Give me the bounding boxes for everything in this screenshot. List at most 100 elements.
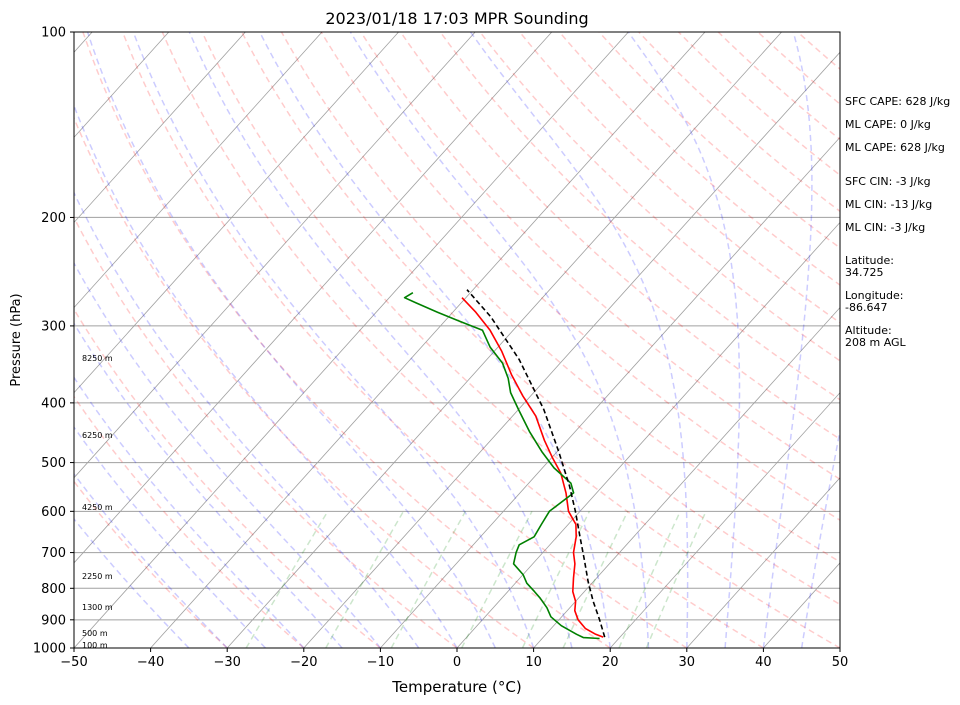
mixing-ratio-line bbox=[562, 510, 629, 648]
isotherm bbox=[609, 392, 840, 648]
dry-adiabat bbox=[519, 32, 840, 324]
height-label: 8250 m bbox=[82, 354, 113, 363]
moist-adiabat bbox=[74, 425, 267, 648]
dry-adiabat bbox=[74, 116, 535, 648]
height-label: 4250 m bbox=[82, 503, 113, 512]
isotherm bbox=[533, 306, 840, 648]
y-tick-label: 800 bbox=[41, 582, 66, 597]
y-tick-label: 600 bbox=[41, 505, 66, 520]
chart-title: 2023/01/18 17:03 MPR Sounding bbox=[325, 9, 588, 28]
dry-adiabat bbox=[479, 32, 840, 362]
height-labels: 100 m 500 m 1300 m 2250 m 4250 m 6250 m 8250 m bbox=[82, 354, 113, 650]
moist-adiabat bbox=[86, 32, 496, 648]
moist-adiabat bbox=[74, 472, 228, 648]
moist-adiabat bbox=[74, 261, 381, 648]
y-tick-label: 200 bbox=[41, 211, 66, 226]
mixing-ratio-line bbox=[325, 510, 405, 648]
isotherm bbox=[74, 32, 553, 564]
x-tick-label: 50 bbox=[832, 655, 849, 670]
mixing-ratio-line bbox=[461, 510, 533, 648]
moist-adiabat bbox=[800, 427, 840, 648]
dry-adiabat bbox=[320, 32, 840, 522]
dry-adiabat bbox=[82, 32, 611, 648]
dry-adiabat bbox=[717, 32, 840, 141]
height-label: 500 m bbox=[82, 629, 108, 638]
x-tick-label: −10 bbox=[367, 655, 394, 670]
y-tick-label: 100 bbox=[41, 26, 66, 41]
sounding-parameter: Altitude: bbox=[845, 324, 892, 337]
isotherm bbox=[686, 477, 840, 648]
mixing-ratio-line bbox=[618, 510, 681, 648]
sounding-parameter: ML CAPE: 0 J/kg bbox=[845, 118, 931, 131]
moist-adiabat bbox=[74, 517, 190, 648]
series-line-2 bbox=[466, 289, 606, 638]
x-tick-label: −20 bbox=[290, 655, 317, 670]
sounding-parameter: ML CIN: -3 J/kg bbox=[845, 221, 925, 234]
sounding-parameters: SFC CAPE: 628 J/kg ML CAPE: 0 J/kg ML CAPE… bbox=[845, 95, 950, 349]
dry-adiabat bbox=[677, 32, 840, 177]
y-tick-label: 1000 bbox=[33, 642, 66, 657]
isotherm bbox=[74, 32, 170, 138]
x-tick-label: −30 bbox=[213, 655, 240, 670]
dry-adiabat bbox=[201, 32, 840, 648]
isotherm bbox=[150, 32, 706, 648]
dry-adiabat bbox=[74, 307, 381, 648]
height-label: 2250 m bbox=[82, 572, 113, 581]
dry-adiabat bbox=[280, 32, 840, 563]
isotherm bbox=[74, 32, 629, 648]
sounding-parameter: -86.647 bbox=[845, 301, 887, 314]
dry-adiabat bbox=[74, 215, 458, 648]
mixing-ratio-line bbox=[390, 510, 467, 648]
x-tick-label: 20 bbox=[602, 655, 619, 670]
moist-adiabat bbox=[627, 32, 741, 648]
isotherm bbox=[74, 32, 476, 479]
dry-adiabat bbox=[121, 32, 688, 648]
moist-adiabat bbox=[762, 32, 813, 648]
mixing-ratio-line bbox=[521, 510, 591, 648]
x-axis-label: Temperature (°C) bbox=[391, 678, 521, 696]
dry-adiabat bbox=[74, 480, 228, 648]
height-label: 6250 m bbox=[82, 431, 113, 440]
mixing-ratio-line bbox=[645, 510, 707, 648]
y-tick-label: 300 bbox=[41, 319, 66, 334]
moist-adiabat bbox=[188, 32, 573, 648]
y-axis-label: Pressure (hPa) bbox=[9, 293, 24, 386]
series-line-1 bbox=[403, 292, 600, 640]
x-tick-label: 30 bbox=[679, 655, 696, 670]
sounding-parameter: ML CAPE: 628 J/kg bbox=[845, 141, 945, 154]
isotherm bbox=[303, 51, 840, 648]
sounding-parameter: SFC CIN: -3 J/kg bbox=[845, 175, 931, 188]
sounding-parameter: Latitude: bbox=[845, 254, 894, 267]
sounding-parameter: Longitude: bbox=[845, 289, 903, 302]
dry-adiabat bbox=[598, 32, 840, 249]
isotherm bbox=[74, 32, 399, 394]
y-tick-label: 700 bbox=[41, 546, 66, 561]
plot-background bbox=[74, 32, 840, 648]
moist-adiabat bbox=[74, 103, 458, 648]
mixing-ratio-line bbox=[245, 510, 329, 648]
dry-adiabat bbox=[241, 32, 840, 606]
moist-adiabat bbox=[469, 32, 689, 648]
y-tick-label: 900 bbox=[41, 613, 66, 628]
isotherm bbox=[74, 32, 323, 309]
isotherm bbox=[74, 32, 246, 224]
sounding-parameter: 34.725 bbox=[845, 266, 884, 279]
series-line-0 bbox=[461, 297, 604, 638]
x-tick-label: −50 bbox=[60, 655, 87, 670]
moist-adiabat bbox=[132, 32, 535, 648]
y-tick-label: 500 bbox=[41, 456, 66, 471]
profile-lines bbox=[403, 289, 606, 640]
isotherm bbox=[456, 221, 840, 648]
x-tick-label: 10 bbox=[525, 655, 542, 670]
height-label: 100 m bbox=[82, 641, 108, 650]
y-tick-label: 400 bbox=[41, 396, 66, 411]
x-tick-label: −40 bbox=[137, 655, 164, 670]
moist-adiabat bbox=[74, 191, 420, 648]
isotherm bbox=[226, 32, 782, 648]
dry-adiabat bbox=[161, 32, 764, 648]
dry-adiabat bbox=[638, 32, 840, 213]
moist-adiabat bbox=[349, 32, 650, 648]
axis-ticks: −50 −40 −30 −20 −10 0 10 20 30 40 50 1000 900 800 700 6… bbox=[33, 26, 848, 671]
background-lines bbox=[74, 32, 840, 648]
